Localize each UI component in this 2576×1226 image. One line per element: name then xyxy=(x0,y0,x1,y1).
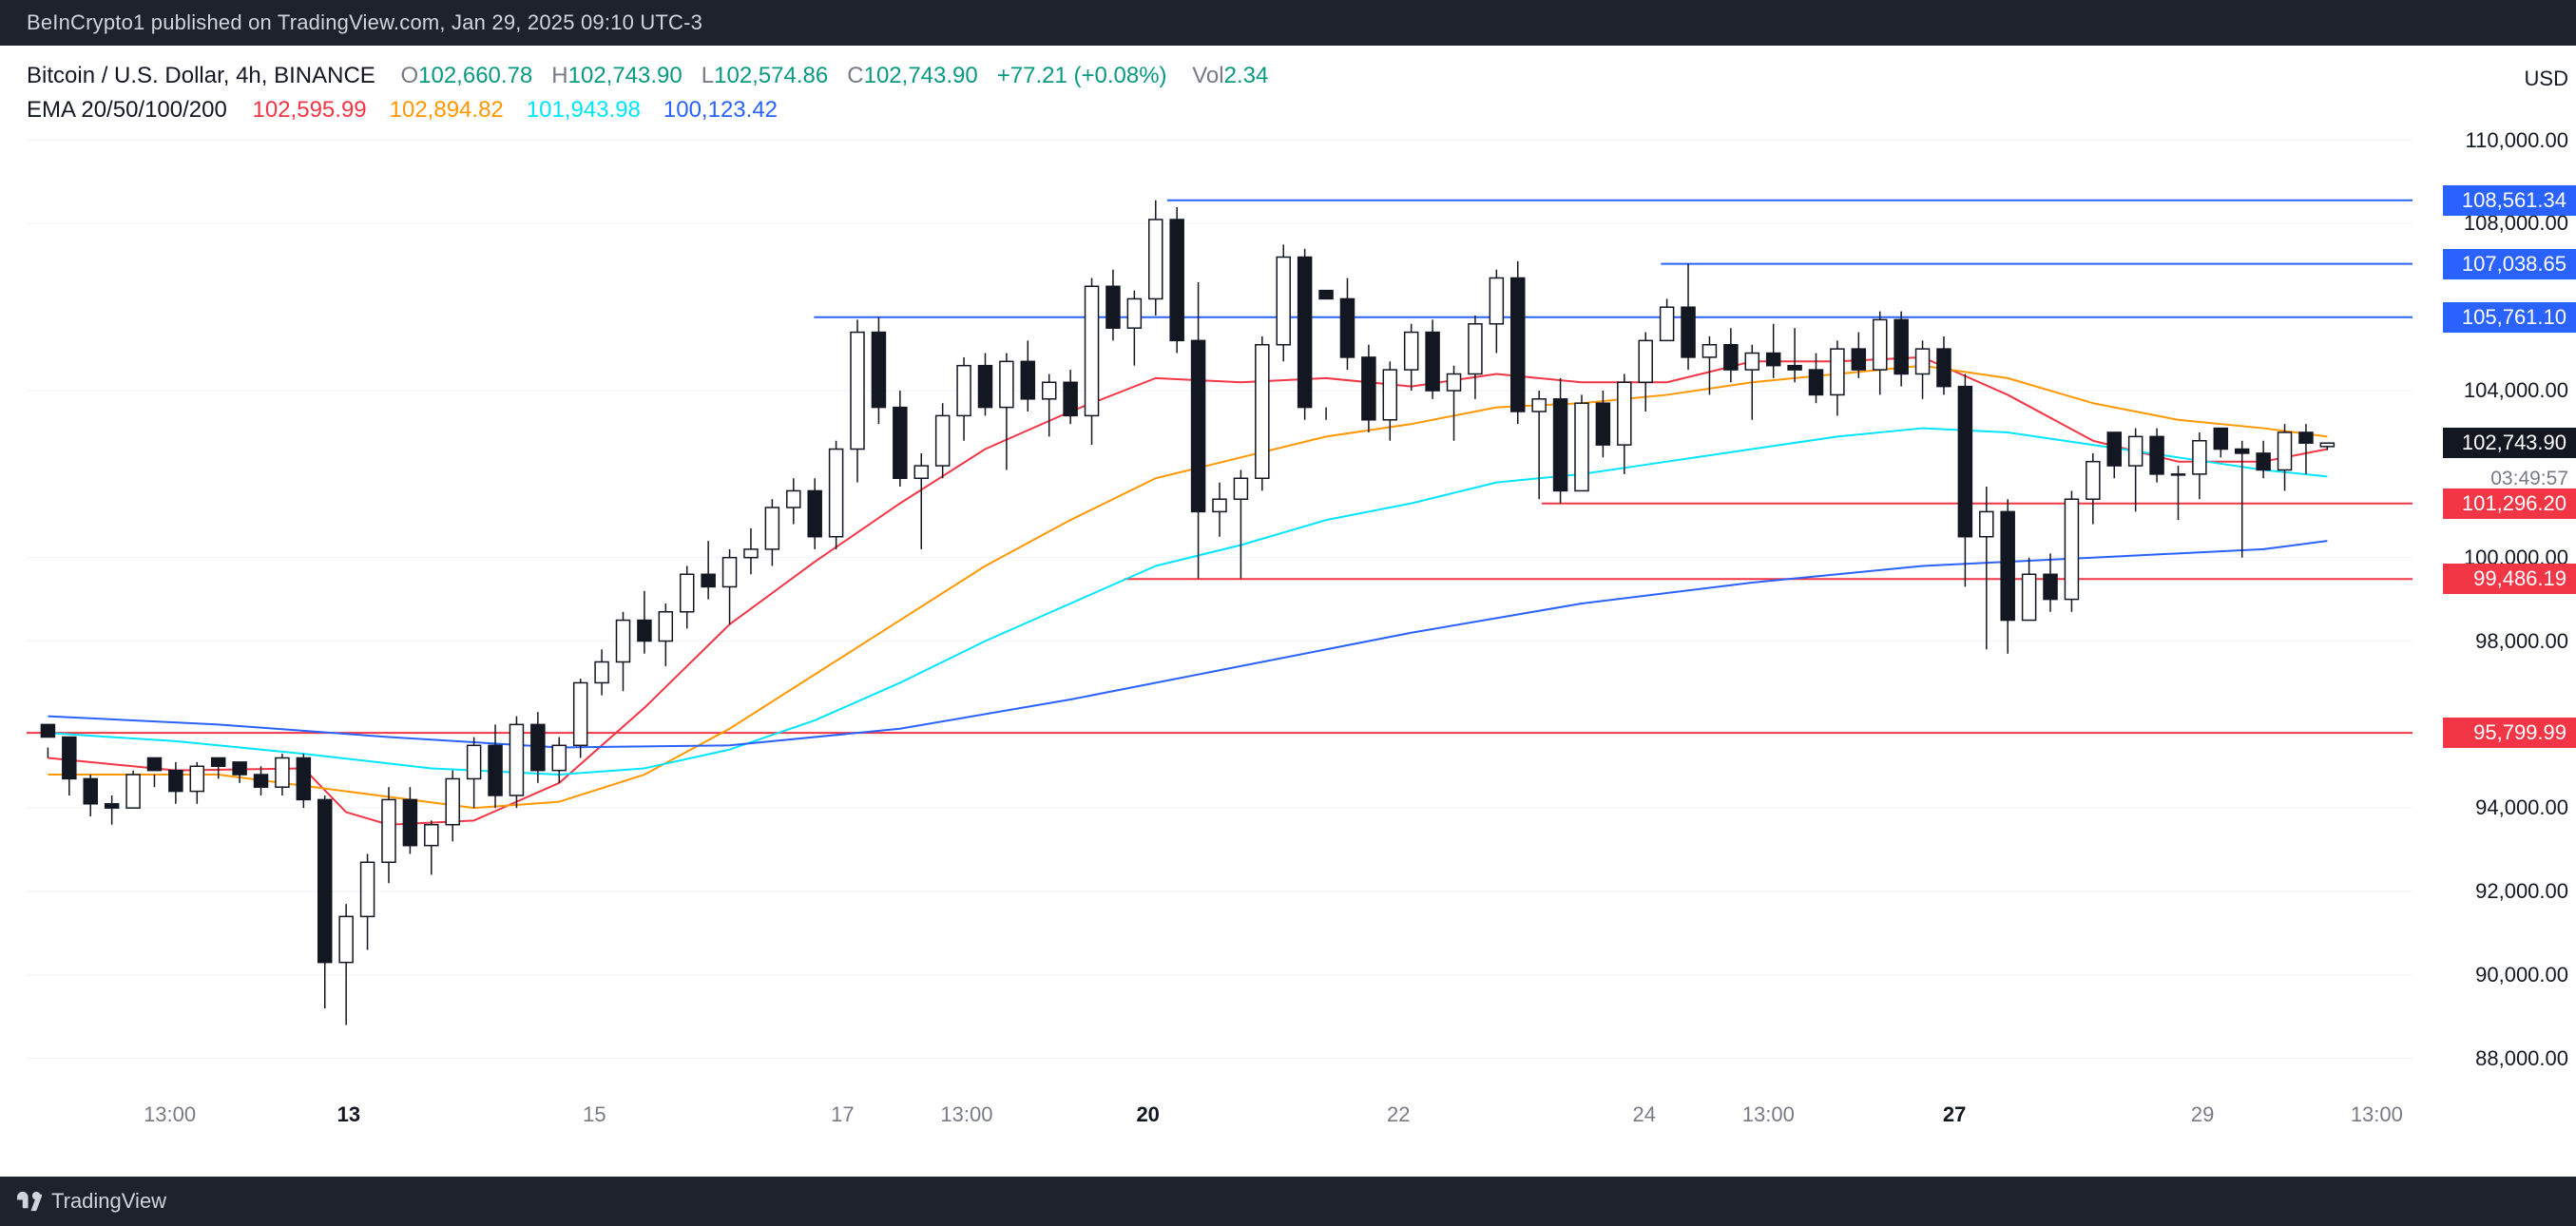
footer-bar: TradingView xyxy=(0,1177,2576,1226)
y-axis[interactable]: USD 88,000.0090,000.0092,000.0094,000.00… xyxy=(2424,124,2576,1083)
footer-text: TradingView xyxy=(51,1189,166,1214)
attribution-text: BeInCrypto1 published on TradingView.com… xyxy=(27,10,702,35)
ohlc-change-pct: (+0.08%) xyxy=(1074,63,1167,88)
x-tick-label: 22 xyxy=(1387,1102,1410,1127)
ohlc-o: 102,660.78 xyxy=(418,63,532,88)
ema-legend-label: EMA 20/50/100/200 xyxy=(27,97,227,123)
vol-value: 2.34 xyxy=(1224,63,1269,88)
ohlc-c-prefix: C xyxy=(847,63,863,88)
y-tick-label: 90,000.00 xyxy=(2475,963,2568,987)
ohlc-h-prefix: H xyxy=(551,63,567,88)
hline-price-tag: 99,486.19 xyxy=(2443,564,2576,594)
vol-prefix: Vol xyxy=(1192,63,1223,88)
ohlc-l: 102,574.86 xyxy=(714,63,828,88)
y-tick-label: 104,000.00 xyxy=(2464,378,2568,403)
y-tick-label: 92,000.00 xyxy=(2475,879,2568,904)
symbol[interactable]: Bitcoin / U.S. Dollar, 4h, BINANCE xyxy=(27,63,375,88)
chart-svg xyxy=(27,124,2413,1083)
hline-price-tag: 95,799.99 xyxy=(2443,718,2576,748)
symbol-legend: Bitcoin / U.S. Dollar, 4h, BINANCE O102,… xyxy=(27,63,1268,89)
hline-price-tag: 107,038.65 xyxy=(2443,249,2576,279)
attribution-bar: BeInCrypto1 published on TradingView.com… xyxy=(0,0,2576,46)
x-tick-label: 29 xyxy=(2191,1102,2214,1127)
ohlc-h: 102,743.90 xyxy=(568,63,682,88)
y-axis-unit: USD xyxy=(2525,67,2568,91)
hline-price-tag: 105,761.10 xyxy=(2443,302,2576,333)
x-tick-label: 20 xyxy=(1136,1102,1159,1127)
x-tick-label: 24 xyxy=(1633,1102,1656,1127)
x-tick-label: 15 xyxy=(583,1102,606,1127)
chart-pane[interactable] xyxy=(27,124,2413,1083)
countdown-label: 03:49:57 xyxy=(2490,468,2568,490)
x-tick-label: 13:00 xyxy=(940,1102,992,1127)
x-tick-label: 13:00 xyxy=(1742,1102,1795,1127)
hline-price-tag: 101,296.20 xyxy=(2443,488,2576,519)
ema-legend-value: 100,123.42 xyxy=(663,97,778,123)
y-tick-label: 88,000.00 xyxy=(2475,1046,2568,1071)
ohlc-l-prefix: L xyxy=(702,63,714,88)
x-tick-label: 13:00 xyxy=(2351,1102,2403,1127)
x-tick-label: 13 xyxy=(337,1102,360,1127)
ohlc-change: +77.21 xyxy=(997,63,1067,88)
current-price-tag: 102,743.90 xyxy=(2443,428,2576,458)
ohlc-o-prefix: O xyxy=(400,63,418,88)
ema-legend-value: 101,943.98 xyxy=(527,97,641,123)
x-axis[interactable]: 13:00 13 15 17 13:00 20 22 24 13:00 27 29 13:00 xyxy=(27,1083,2413,1140)
ohlc-c: 102,743.90 xyxy=(864,63,978,88)
x-tick-label: 13:00 xyxy=(144,1102,196,1127)
hline-price-tag: 108,561.34 xyxy=(2443,185,2576,216)
x-tick-label: 27 xyxy=(1943,1102,1966,1127)
y-tick-label: 94,000.00 xyxy=(2475,795,2568,820)
ema-legend: EMA 20/50/100/200 102,595.99 102,894.82 … xyxy=(27,97,778,124)
y-tick-label: 98,000.00 xyxy=(2475,629,2568,654)
tradingview-logo-icon xyxy=(17,1189,42,1214)
x-tick-label: 17 xyxy=(831,1102,854,1127)
ema-legend-value: 102,894.82 xyxy=(390,97,504,123)
ema-legend-value: 102,595.99 xyxy=(253,97,367,123)
y-tick-label: 110,000.00 xyxy=(2466,128,2568,153)
